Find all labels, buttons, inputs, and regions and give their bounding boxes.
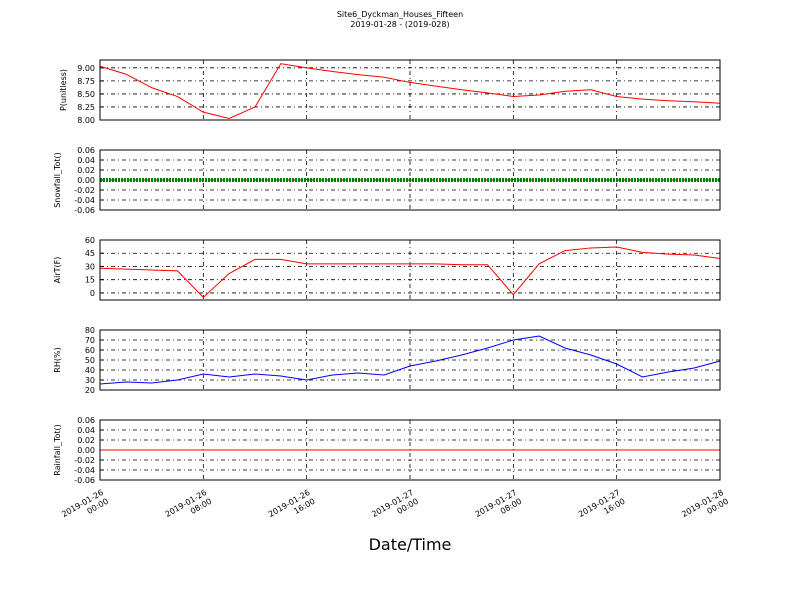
data-line <box>99 335 721 385</box>
y-tick-label: 0.00 <box>77 176 95 185</box>
y-tick-label: 8.25 <box>77 103 95 112</box>
y-tick-label: 80 <box>85 326 95 335</box>
y-axis-label: Rainfall_Tot() <box>53 424 62 476</box>
x-tick-label: 2019-01-2700:00 <box>370 488 420 528</box>
y-tick-label: 15 <box>85 276 95 285</box>
y-tick-label: -0.04 <box>74 466 95 475</box>
y-tick-label: -0.06 <box>74 476 95 485</box>
axes-frame <box>99 329 721 391</box>
y-tick-label: 0.00 <box>77 446 95 455</box>
x-tick-label: 2019-01-2600:00 <box>60 488 110 528</box>
x-tick-label: 2019-01-2708:00 <box>474 488 524 528</box>
x-tick-label: 2019-01-2800:00 <box>680 488 730 528</box>
y-tick-label: 8.50 <box>77 90 95 99</box>
data-line <box>99 246 721 299</box>
axes-frame <box>99 239 721 301</box>
y-tick-label: 30 <box>85 376 95 385</box>
y-tick-label: 8.75 <box>77 77 95 86</box>
x-tick-label: 2019-01-2716:00 <box>577 488 627 528</box>
y-tick-label: 0.02 <box>77 166 95 175</box>
y-tick-label: -0.02 <box>74 456 95 465</box>
y-tick-label: 45 <box>85 249 95 258</box>
y-tick-label: 9.00 <box>77 64 95 73</box>
y-axis-label: AirT(F) <box>53 257 62 284</box>
y-axis-label: Snowfall_Tot() <box>53 152 62 208</box>
y-tick-label: -0.06 <box>74 206 95 215</box>
y-tick-label: 60 <box>85 236 95 245</box>
y-tick-label: -0.04 <box>74 196 95 205</box>
y-tick-label: 0 <box>90 289 95 298</box>
axes-frame <box>99 419 721 481</box>
y-tick-label: 20 <box>85 386 95 395</box>
y-tick-label: 0.02 <box>77 436 95 445</box>
y-tick-label: 8.00 <box>77 116 95 125</box>
x-tick-label: 2019-01-2608:00 <box>164 488 214 528</box>
y-tick-label: 0.04 <box>77 156 95 165</box>
axes-frame <box>99 149 721 211</box>
y-tick-label: 0.06 <box>77 146 95 155</box>
figure-title: Site6_Dyckman_Houses_Fifteen <box>337 10 463 19</box>
data-line <box>99 63 721 119</box>
y-tick-label: 70 <box>85 336 95 345</box>
y-tick-label: 60 <box>85 346 95 355</box>
y-axis-label: P(unitless) <box>59 69 68 111</box>
y-tick-label: 40 <box>85 366 95 375</box>
y-tick-label: 0.06 <box>77 416 95 425</box>
y-axis-label: RH(%) <box>53 347 62 372</box>
axes-frame <box>99 59 721 121</box>
figure-subtitle: 2019-01-28 - (2019-028) <box>350 20 449 29</box>
y-tick-label: 50 <box>85 356 95 365</box>
x-tick-label: 2019-01-2616:00 <box>267 488 317 528</box>
x-axis-label: Date/Time <box>369 535 452 554</box>
y-tick-label: -0.02 <box>74 186 95 195</box>
y-tick-label: 30 <box>85 262 95 271</box>
y-tick-label: 0.04 <box>77 426 95 435</box>
